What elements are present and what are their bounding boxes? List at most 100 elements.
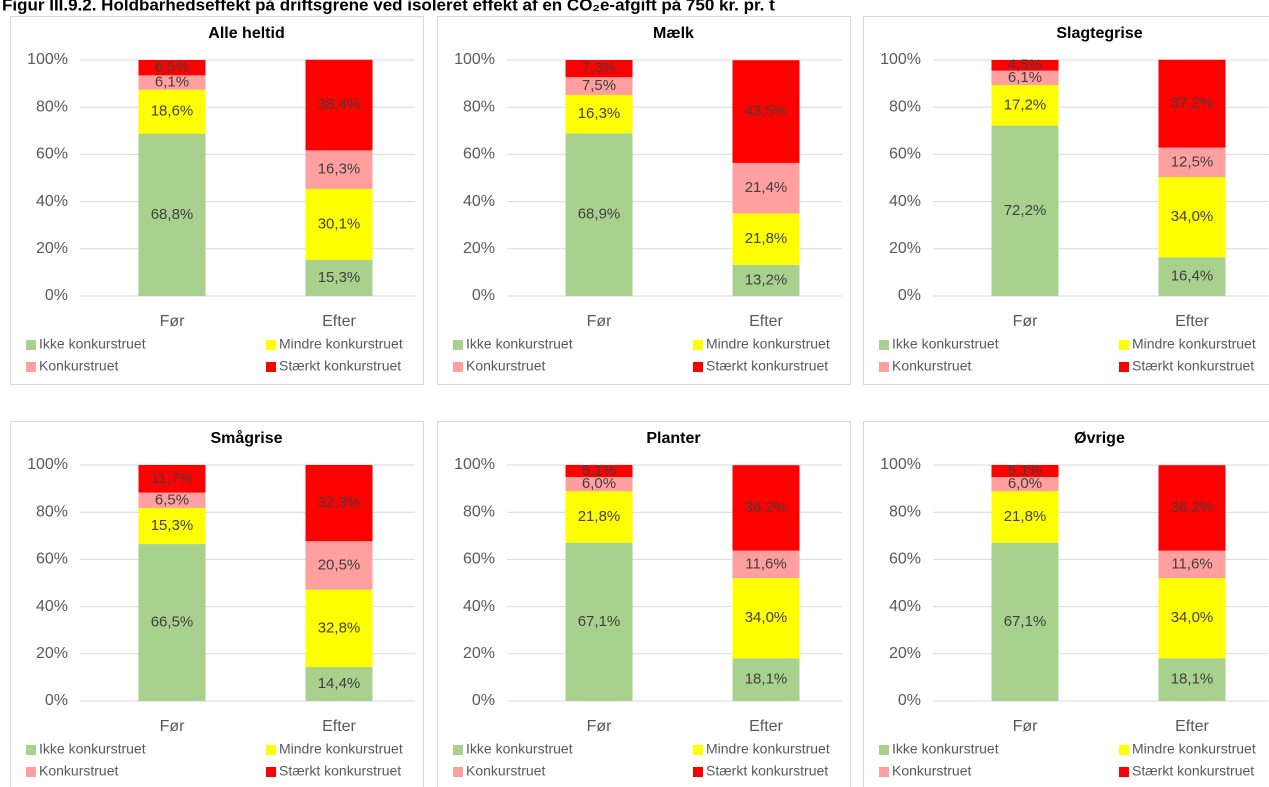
bar-segment [565,133,633,296]
y-tick-label: 40% [36,193,68,210]
y-tick-label: 20% [889,240,921,257]
data-label: 32,8% [318,619,361,636]
y-tick-label: 100% [27,51,68,68]
x-tick-label: Før [587,313,613,330]
y-tick-label: 60% [36,146,68,163]
bar-segment [991,465,1059,478]
x-tick-label: Efter [1175,718,1209,735]
figure-title: Figur III.9.2. Holdbarhedseffekt på drif… [2,0,775,14]
legend-label: Stærkt konkurstruet [279,763,401,779]
bar-segment [1158,578,1226,659]
data-label: 34,0% [745,609,788,626]
data-label: 18,1% [1171,671,1214,688]
bar-segment [732,658,800,701]
bar-segment [732,60,800,163]
bar-segment [138,507,206,545]
chart-panel: Øvrige 0% 20% 40% 60% 80% 100% Før 67,1% 21,8% 6,0… [863,421,1269,787]
bar-segment [1158,658,1226,701]
legend-label: Konkurstruet [39,358,118,374]
y-tick-label: 40% [463,193,495,210]
legend-swatch [266,340,276,350]
data-label: 43,5% [745,103,788,120]
legend-swatch [879,362,889,372]
legend-swatch [879,745,889,755]
bar-segment [1158,465,1226,551]
y-tick-label: 80% [36,98,68,115]
chart-title: Øvrige [1074,430,1125,447]
data-label: 20,5% [318,556,361,573]
bar-segment [565,491,633,543]
bar-segment [305,59,373,151]
legend-label: Konkurstruet [466,358,545,374]
data-label: 18,6% [151,103,194,120]
legend-swatch [693,745,703,755]
bar-segment [565,542,633,701]
legend-label: Ikke konkurstruet [466,741,573,757]
chart-title: Smågrise [210,429,282,447]
chart-panel: Planter 0% 20% 40% 60% 80% 100% Før 67,1% 21,8% 6,… [437,421,851,787]
chart-title: Mælk [653,25,694,42]
y-tick-label: 20% [36,240,68,257]
y-tick-label: 100% [880,456,921,473]
data-label: 5,1% [582,462,616,479]
y-tick-label: 40% [463,598,495,615]
chart-title: Planter [646,430,700,447]
legend-swatch [1119,745,1129,755]
legend-label: Konkurstruet [39,763,118,779]
legend-swatch [879,340,889,350]
data-label: 37,2% [1171,95,1214,112]
bar-segment [991,491,1059,543]
chart-panel: Smågrise 0% 20% 40% 60% 80% 100% Før 66,5% 15,3% 6… [10,421,424,787]
legend-swatch [26,745,36,755]
legend-swatch [266,767,276,777]
y-tick-label: 100% [27,456,68,473]
bar-segment [305,589,373,668]
legend-label: Mindre konkurstruet [706,741,830,757]
bar-segment [565,60,633,78]
chart-title: Slagtegrise [1056,25,1142,42]
y-tick-label: 0% [472,287,495,304]
data-label: 15,3% [151,517,194,534]
data-label: 16,4% [1171,268,1214,285]
data-label: 11,6% [1171,555,1212,572]
y-tick-label: 60% [36,551,68,568]
y-tick-label: 40% [36,598,68,615]
legend-swatch [266,745,276,755]
y-tick-label: 20% [463,240,495,257]
y-tick-label: 0% [472,692,495,709]
x-tick-label: Før [1013,718,1039,735]
legend-swatch [1119,767,1129,777]
data-label: 15,3% [318,269,361,286]
bar-segment [732,213,800,265]
bar-segment [991,60,1059,71]
legend-label: Stærkt konkurstruet [706,358,828,374]
bar-segment [565,465,633,478]
y-tick-label: 0% [898,287,921,304]
y-tick-label: 40% [889,193,921,210]
y-tick-label: 60% [463,551,495,568]
legend-swatch [26,767,36,777]
data-label: 30,1% [318,215,361,232]
data-label: 11,6% [745,555,786,572]
bar-segment [138,133,206,296]
legend-swatch [1119,340,1129,350]
bar-segment [991,125,1059,296]
data-label: 38,4% [318,96,361,113]
bar-segment [138,544,206,701]
x-tick-label: Efter [322,718,356,735]
bar-segment [1158,550,1226,579]
bar-segment [732,550,800,579]
y-tick-label: 40% [889,598,921,615]
bar-segment [732,264,800,296]
data-label: 4,5% [1008,56,1042,73]
data-label: 72,2% [1004,202,1047,219]
y-tick-label: 60% [889,146,921,163]
x-tick-label: Før [1013,313,1039,330]
data-label: 34,0% [1171,609,1214,626]
data-label: 6,0% [582,475,616,492]
x-tick-label: Efter [749,718,783,735]
legend-swatch [693,340,703,350]
data-label: 68,9% [578,206,621,223]
bar-segment [732,465,800,551]
